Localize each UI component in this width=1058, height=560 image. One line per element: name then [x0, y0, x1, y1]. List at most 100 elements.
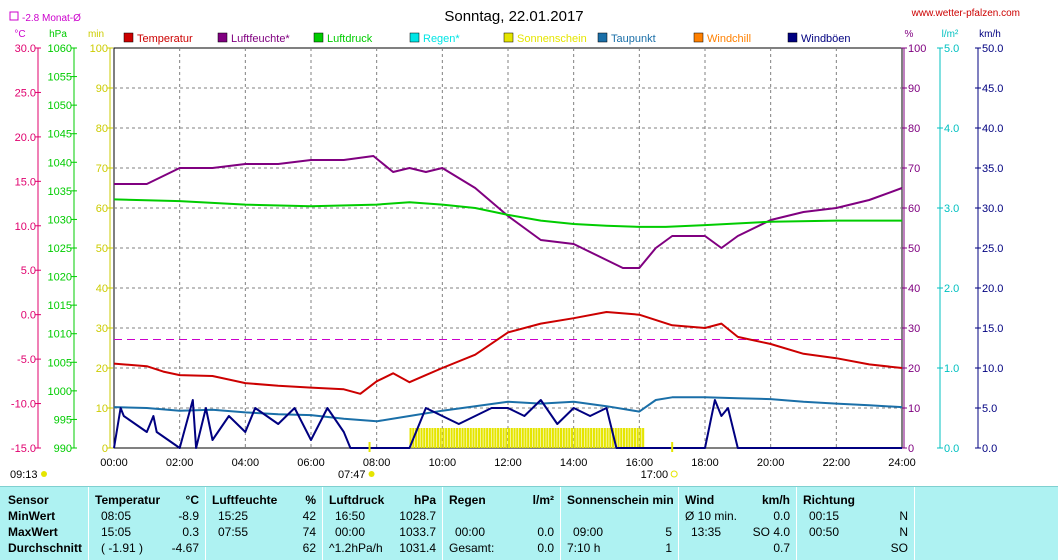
sun_min-tick-label: 0: [102, 443, 108, 455]
row-label-max: MaxWert: [8, 525, 58, 539]
temp_c-tick-label: 0.0: [21, 310, 36, 322]
sunshine-bar: [518, 428, 522, 448]
stats-sun-max-value: 5: [665, 525, 672, 539]
sunshine-bar: [469, 428, 472, 448]
sunshine-bar: [423, 428, 426, 448]
stats-temp-min-value: -8.9: [178, 509, 199, 523]
stats-dir-title: Richtung: [803, 493, 855, 507]
unit-rain: l/m²: [942, 29, 959, 40]
sunshine-bar: [625, 428, 628, 448]
x-tick-label: 22:00: [823, 457, 851, 469]
stats-press-avg-value: 1031.4: [399, 541, 436, 555]
stats-wind-title: Wind: [685, 493, 715, 507]
stats-col-richtung: Richtung 00:15 N 00:50 N SO: [796, 487, 914, 560]
sunshine-bar: [579, 428, 582, 448]
wind_kmh-tick-label: 25.0: [982, 243, 1003, 255]
stats-rain-max-time: 00:00: [455, 525, 486, 539]
sunshine-bar: [549, 428, 552, 448]
site-url[interactable]: www.wetter-pfalzen.com: [911, 8, 1020, 19]
x-tick-label: 24:00: [888, 457, 916, 469]
sunshine-bar: [538, 428, 541, 448]
rain_lm2-tick-label: 1.0: [944, 363, 959, 375]
rain_lm2-tick-label: 4.0: [944, 123, 959, 135]
pressure_hpa-tick-label: 1060: [48, 43, 72, 55]
pressure_hpa-tick-label: 1030: [48, 214, 72, 226]
sunshine-bar: [508, 428, 511, 448]
sunshine-bar: [633, 428, 636, 448]
stats-temp-max-value: 0.3: [182, 525, 199, 539]
sunshine-bar: [494, 428, 497, 448]
annotations: 07:47 17:00 09:13: [10, 442, 678, 481]
monthly-avg-label: -2.8 Monat-Ø: [22, 13, 81, 24]
stats-press-title: Luftdruck: [329, 493, 385, 507]
legend-label: Taupunkt: [611, 33, 656, 45]
unit-sun: min: [88, 29, 104, 40]
sunshine-bar: [475, 428, 478, 448]
temp_c-tick-label: 25.0: [15, 87, 36, 99]
sunshine-bar: [442, 428, 445, 448]
sunshine-bar: [409, 428, 412, 448]
stats-col-sonnenschein: Sonnenschein min 09:00 5 7:10 h 1: [560, 487, 678, 560]
sunshine-bar: [557, 428, 560, 448]
stats-sun-title: Sonnenschein min: [567, 493, 674, 507]
row-label-min: MinWert: [8, 509, 56, 523]
stats-press-max-value: 1033.7: [399, 525, 436, 539]
humidity_pct-tick-label: 30: [908, 323, 920, 335]
sunshine-bar: [414, 428, 418, 448]
sunshine-bar: [609, 428, 612, 448]
sunshine-bar: [431, 428, 434, 448]
pressure_hpa-tick-label: 1025: [48, 243, 72, 255]
sunshine-bar: [466, 428, 470, 448]
x-tick-label: 12:00: [494, 457, 522, 469]
sunset-icon: [670, 470, 678, 478]
pressure_hpa-tick-label: 1045: [48, 129, 72, 141]
stats-col-empty: [914, 487, 1058, 560]
stats-temp-min-time: 08:05: [101, 509, 132, 523]
sunshine-bar: [598, 428, 601, 448]
sunshine-bar: [595, 428, 598, 448]
sunshine-bar: [562, 428, 565, 448]
sun_min-tick-label: 60: [96, 203, 108, 215]
pressure_hpa-tick-label: 1020: [48, 272, 72, 284]
wind_kmh-tick-label: 10.0: [982, 363, 1003, 375]
wind_kmh-tick-label: 40.0: [982, 123, 1003, 135]
wind_kmh-tick-label: 50.0: [982, 43, 1003, 55]
sunshine-bar: [472, 428, 475, 448]
rain_lm2-tick-label: 2.0: [944, 283, 959, 295]
wind_kmh-tick-label: 20.0: [982, 283, 1003, 295]
sun_min-tick-label: 80: [96, 123, 108, 135]
sunshine-bar: [529, 428, 533, 448]
stats-dir-max-value: N: [899, 525, 908, 539]
stats-dir-min-time: 00:15: [809, 509, 840, 523]
sunshine-bar: [606, 428, 609, 448]
wind_kmh-tick-label: 45.0: [982, 83, 1003, 95]
sunshine-bar: [642, 428, 645, 448]
stats-sun-total: 7:10 h: [567, 541, 601, 555]
sunshine-bar: [497, 428, 500, 448]
weather-chart: Sonntag, 22.01.2017 www.wetter-pfalzen.c…: [0, 0, 1058, 486]
sunshine-bar: [639, 428, 642, 448]
sunshine-bar: [510, 428, 513, 448]
sunrise-label: 07:47: [338, 469, 366, 481]
sunshine-bar: [456, 428, 459, 448]
temp_c-tick-label: 20.0: [15, 132, 36, 144]
stats-hum-title: Luftfeuchte: [212, 493, 278, 507]
stats-temp-unit: °C: [185, 493, 199, 507]
series-windben: [113, 399, 902, 449]
stats-press-max-time: 00:00: [335, 525, 366, 539]
sunshine-bar: [576, 428, 579, 448]
min-temp-sun-icon: [41, 471, 47, 477]
stats-press-min-value: 1028.7: [399, 509, 436, 523]
chart-background: [0, 0, 1058, 486]
sunshine-bar: [428, 428, 431, 448]
legend: Temperatur Luftfeuchte* Luftdruck Regen* Son…: [123, 32, 851, 45]
stats-col-luftfeuchte: Luftfeuchte % 15:25 42 07:55 74 62: [205, 487, 322, 560]
sunshine-bar: [445, 428, 448, 448]
unit-temp: °C: [14, 29, 25, 40]
stats-hum-avg-value: 62: [302, 541, 316, 555]
sunshine-bar: [565, 428, 568, 448]
sunshine-bar: [532, 428, 535, 448]
humidity_pct-tick-label: 0: [908, 443, 914, 455]
sunshine-bar: [516, 428, 519, 448]
stats-press-min-time: 16:50: [335, 509, 366, 523]
